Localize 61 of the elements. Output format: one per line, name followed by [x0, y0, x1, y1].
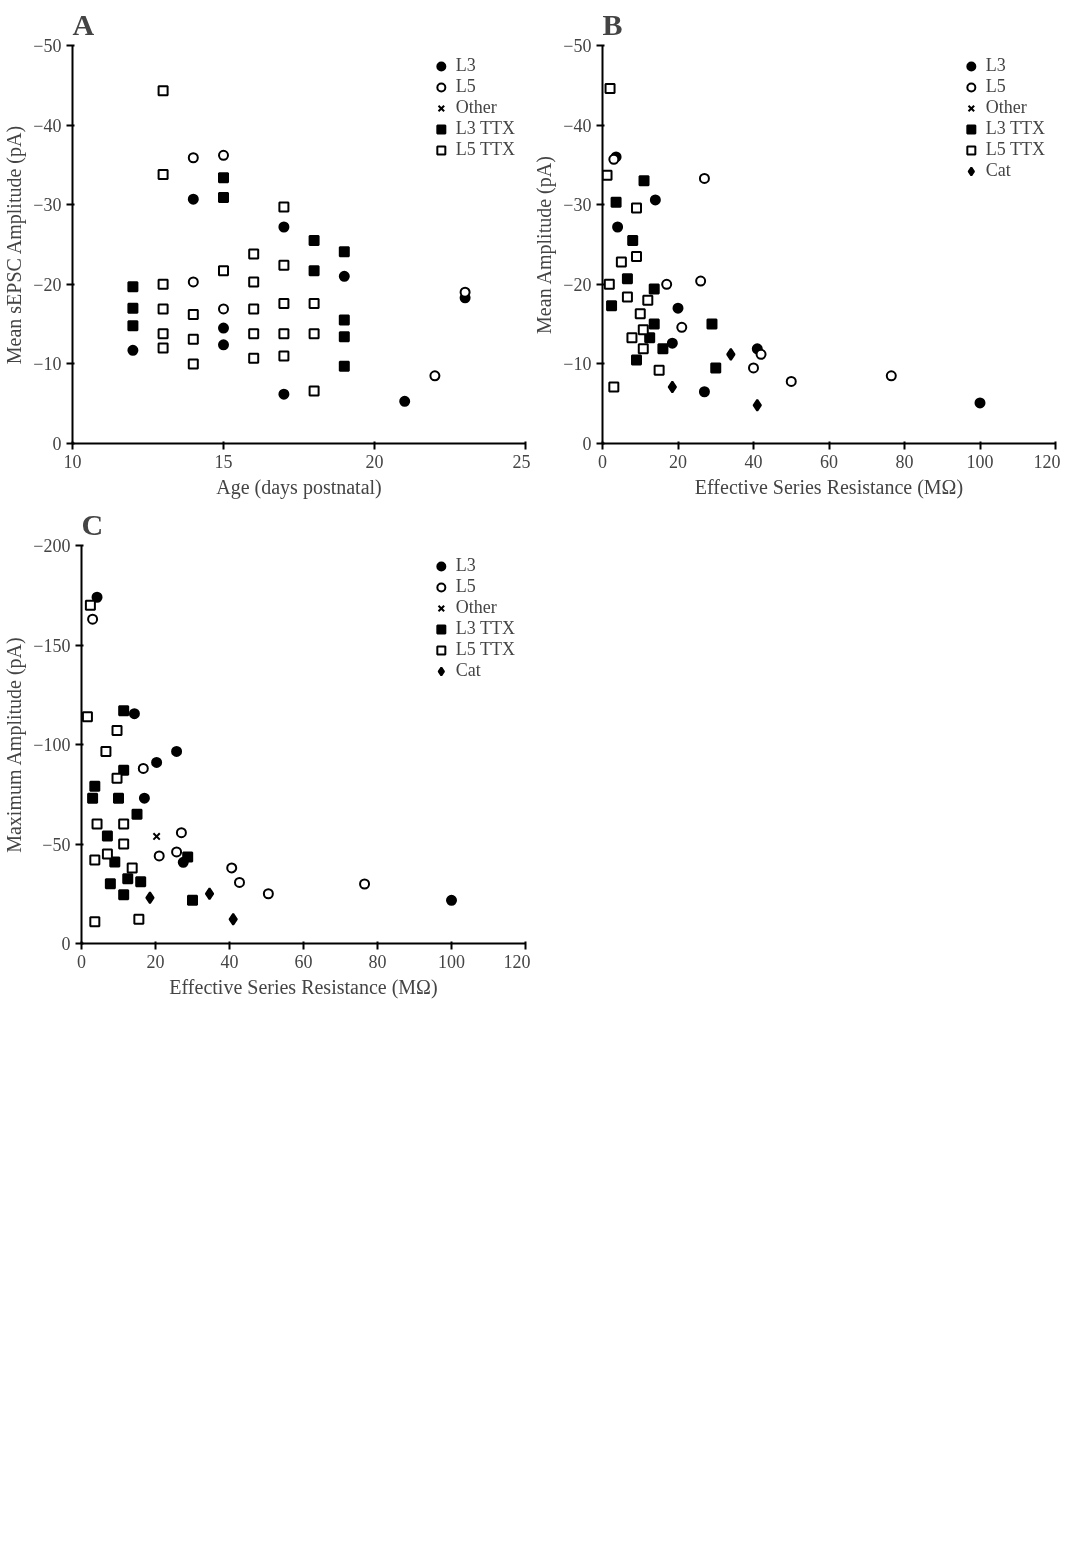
legend-label: L5 TTX	[985, 139, 1045, 160]
y-tick-label: −100	[33, 735, 71, 755]
legend-label: Other	[985, 97, 1027, 118]
x-tick-label: 20	[365, 451, 384, 472]
y-axis-title: Mean sEPSC Amplitude (pA)	[3, 125, 27, 365]
legend-label: L5	[985, 76, 1006, 97]
legend-label: L5	[455, 576, 476, 597]
x-tick-label: 40	[744, 451, 763, 472]
x-tick-label: 0	[77, 951, 86, 972]
legend-label: L5 TTX	[455, 139, 515, 160]
y-tick-label: −50	[33, 36, 62, 56]
y-tick-label: 0	[582, 434, 592, 454]
x-tick-label: 15	[214, 451, 233, 472]
legend-label: L3	[455, 55, 476, 76]
x-tick-label: 100	[438, 951, 465, 972]
legend-label: L3 TTX	[455, 118, 515, 139]
x-tick-label: 120	[503, 951, 531, 972]
x-tick-label: 10	[63, 451, 82, 472]
y-axis-title: Maximum Amplitude (pA)	[3, 637, 27, 853]
legend-label: L3	[985, 55, 1006, 76]
y-tick-label: 0	[52, 434, 62, 454]
y-tick-label: −30	[33, 195, 62, 216]
legend-label: L3 TTX	[455, 618, 515, 639]
y-tick-label: −50	[563, 36, 592, 56]
y-tick-label: −200	[33, 536, 71, 556]
legend-label: L3	[455, 555, 476, 576]
legend-label: Other	[455, 597, 497, 618]
y-tick-label: −40	[563, 115, 592, 136]
x-tick-label: 0	[598, 451, 607, 472]
y-tick-label: −10	[33, 354, 62, 375]
x-axis-title: Effective Series Resistance (MΩ)	[169, 975, 438, 999]
y-tick-label: −50	[42, 834, 71, 855]
x-tick-label: 60	[820, 451, 838, 472]
legend-label: L5 TTX	[455, 639, 515, 660]
x-axis-title: Age (days postnatal)	[216, 475, 382, 499]
chart-title: C	[81, 507, 104, 541]
chart-title: B	[602, 7, 623, 41]
x-tick-label: 80	[895, 451, 914, 472]
x-tick-label: 20	[146, 951, 165, 972]
x-tick-label: 25	[512, 451, 531, 472]
x-tick-label: 80	[368, 951, 387, 972]
y-tick-label: 0	[61, 934, 71, 954]
y-tick-label: −40	[33, 115, 62, 136]
y-axis-title: Mean Amplitude (pA)	[533, 156, 557, 334]
y-tick-label: −20	[563, 274, 592, 295]
legend-label: L3 TTX	[985, 118, 1045, 139]
x-tick-label: 40	[220, 951, 239, 972]
y-tick-label: −30	[563, 195, 592, 216]
legend-label: Cat	[455, 660, 481, 681]
x-tick-label: 20	[669, 451, 687, 472]
legend-label: Other	[455, 97, 497, 118]
legend-label: L5	[455, 76, 476, 97]
y-tick-label: −10	[563, 354, 592, 375]
legend-label: Cat	[985, 160, 1011, 181]
x-tick-label: 60	[294, 951, 313, 972]
chart-title: A	[72, 7, 95, 41]
y-tick-label: −20	[33, 274, 62, 295]
y-tick-label: −150	[33, 635, 71, 656]
x-axis-title: Effective Series Resistance (MΩ)	[694, 475, 964, 499]
x-tick-label: 100	[966, 451, 994, 472]
x-tick-label: 120	[1033, 451, 1061, 472]
